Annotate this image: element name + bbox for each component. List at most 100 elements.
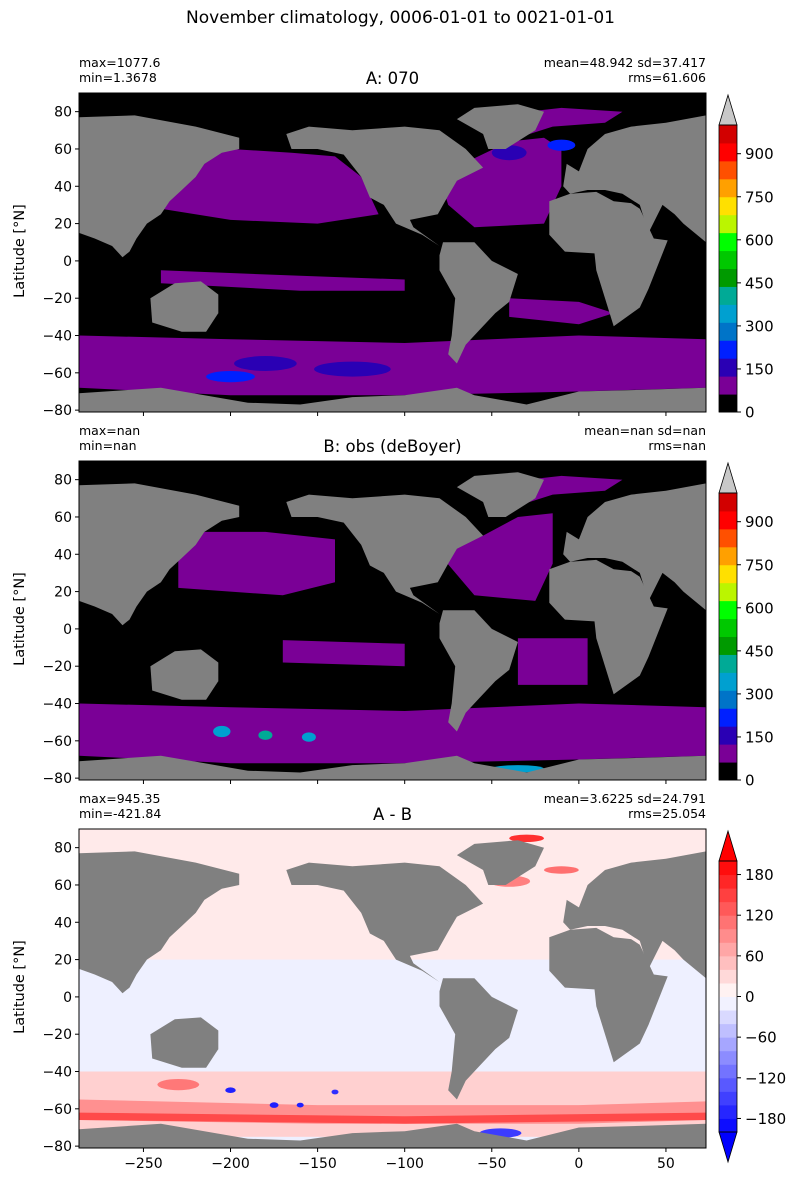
panel-2-colorbar: −180 −120 −60 0 60 120 180 xyxy=(718,829,786,1164)
panel-2-colorbar-bin xyxy=(719,996,737,1011)
panel-0-land-antarctica xyxy=(79,387,706,412)
panel-1-colorbar-bin xyxy=(719,618,737,637)
panel-2-land-asia_west xyxy=(563,851,706,979)
panel-1-colorbar-extend xyxy=(718,461,738,494)
panel-2-colorbar-bin xyxy=(719,942,737,957)
panel-1-ytick-label: 20 xyxy=(54,585,72,601)
panel-0-land-s_america xyxy=(439,242,518,364)
panel-2-xtick-label: −200 xyxy=(211,1156,249,1172)
panel-0-colorbar-tick-label: 450 xyxy=(745,274,774,292)
panel-2-ytick-label: 80 xyxy=(54,841,72,857)
panel-2-xtick-label: −250 xyxy=(124,1156,162,1172)
panel-1-colorbar-bin xyxy=(719,744,737,763)
panel-0-colorbar-tick-label: 300 xyxy=(745,317,774,335)
panel-0-ytick-label: 0 xyxy=(63,254,72,270)
panel-1-land-s_america xyxy=(439,610,518,732)
panel-0-ytick-label: −60 xyxy=(42,366,72,382)
panel-2-colorbar-bin xyxy=(719,888,737,903)
panel-1-colorbar-bin xyxy=(719,636,737,655)
panel-0-land-n_america xyxy=(286,126,484,246)
panel-1-map xyxy=(79,461,706,780)
panel-1-colorbar-tick-label: 900 xyxy=(745,513,774,531)
panel-1-colorbar-tick-label: 300 xyxy=(745,685,774,703)
panel-1-frame xyxy=(78,460,707,781)
panel-0-colorbar-tick-label: 900 xyxy=(745,145,774,163)
panel-2-colorbar-tick-label: −180 xyxy=(745,1110,786,1128)
panel-1-land-australia xyxy=(150,649,219,700)
panel-2-land-antarctica xyxy=(79,1123,706,1148)
panel-1-ytick-label: −40 xyxy=(42,697,72,713)
panel-1-colorbar-bin xyxy=(719,690,737,709)
panel-2-xtick-label: −100 xyxy=(385,1156,423,1172)
panel-2-colorbar-extend-top xyxy=(718,829,738,862)
panel-1-colorbar-frame xyxy=(718,492,738,781)
panel-0-land-eurasia_east xyxy=(79,115,240,258)
panel-a-title: A: 070 xyxy=(365,69,420,88)
panel-0-land-greenland xyxy=(456,104,544,149)
panel-0-land-asia_west xyxy=(563,115,706,243)
panel-1-colorbar-tick-label: 450 xyxy=(745,642,774,660)
panel-0-land-africa xyxy=(549,191,668,327)
panel-1-colorbar-bin xyxy=(719,762,737,781)
panel-0-colorbar-bin xyxy=(719,376,737,395)
panel-b-min: min=nan xyxy=(79,438,137,453)
panel-2-colorbar-bin xyxy=(719,901,737,916)
panel-1-land-greenland xyxy=(456,472,544,517)
panel-1-colorbar-tick-label: 600 xyxy=(745,599,774,617)
panel-0-colorbar: 0 150 300 450 600 750 900 xyxy=(718,93,774,422)
panel-2-ytick-label: 0 xyxy=(63,990,72,1006)
panel-2-xtick-label: 50 xyxy=(657,1156,675,1172)
panel-2-xtick-label: 0 xyxy=(574,1156,583,1172)
panel-0-axes: −80 −60 −40 −20 0 20 40 60 80 xyxy=(42,92,707,419)
panel-2-ytick-label: −40 xyxy=(42,1065,72,1081)
panel-1-colorbar-bin xyxy=(719,564,737,584)
panel-1-ytick-label: −80 xyxy=(42,771,72,787)
panel-c-stats-left: max=945.35 min=-421.84 xyxy=(79,791,161,821)
panel-b-stats-left: max=nan min=nan xyxy=(79,423,140,453)
panel-1-colorbar-bin xyxy=(719,654,737,673)
panel-1-ytick-label: 80 xyxy=(54,473,72,489)
panel-0-colorbar-bin xyxy=(719,142,737,162)
panel-0-colorbar-extend xyxy=(718,93,738,126)
panel-0-colorbar-bin xyxy=(719,394,737,413)
panel-2-land-greenland xyxy=(456,840,544,885)
panel-2-colorbar-bin xyxy=(719,915,737,930)
panel-0-colorbar-bin xyxy=(719,286,737,305)
panel-2-colorbar-tick-label: 0 xyxy=(745,988,755,1006)
panel-1-land-africa xyxy=(549,559,668,695)
panel-2-ytick-label: 20 xyxy=(54,953,72,969)
panel-2-ytick-label: 40 xyxy=(54,915,72,931)
panel-1-land-antarctica xyxy=(79,755,706,780)
panel-0-colorbar-tick-label: 0 xyxy=(745,404,755,422)
panel-a-min: min=1.3678 xyxy=(79,70,157,85)
panel-2-colorbar-bin xyxy=(719,1104,737,1119)
panel-2-colorbar-bin xyxy=(719,955,737,970)
panel-1-axes: −80 −60 −40 −20 0 20 40 60 80 xyxy=(42,460,707,787)
panel-2-ytick-label: −60 xyxy=(42,1102,72,1118)
panel-2-colorbar-tick-label: −120 xyxy=(745,1069,786,1087)
panel-1-colorbar-tick-label: 150 xyxy=(745,728,774,746)
panel-1-colorbar-bin xyxy=(719,493,737,512)
panel-2-frame xyxy=(78,828,707,1149)
panel-c-max: max=945.35 xyxy=(79,791,161,806)
panel-2-land-australia xyxy=(150,1017,219,1068)
panel-2-xtick-label: −150 xyxy=(298,1156,336,1172)
panel-2-colorbar-bin xyxy=(719,861,737,876)
panel-2-colorbar-tick-label: 180 xyxy=(745,866,774,884)
panel-0-colorbar-bin xyxy=(719,304,737,323)
panel-b-rms: rms=nan xyxy=(648,438,706,453)
panel-a-max: max=1077.6 xyxy=(79,55,161,70)
panel-2-colorbar-bin xyxy=(719,1050,737,1065)
panel-1-colorbar-bin xyxy=(719,708,737,727)
panel-2-xtick-label: −50 xyxy=(477,1156,507,1172)
panel-b-stats-right: mean=nan sd=nan rms=nan xyxy=(584,423,706,453)
panel-0-colorbar-tick-label: 150 xyxy=(745,360,774,378)
panel-1-colorbar-bin xyxy=(719,726,737,745)
panel-1-land-n_america xyxy=(286,494,484,614)
panel-1-colorbar-bin xyxy=(719,600,737,620)
panel-0-colorbar-bin xyxy=(719,125,737,144)
panel-1-colorbar-bin xyxy=(719,510,737,530)
panel-1-ytick-label: 0 xyxy=(63,622,72,638)
